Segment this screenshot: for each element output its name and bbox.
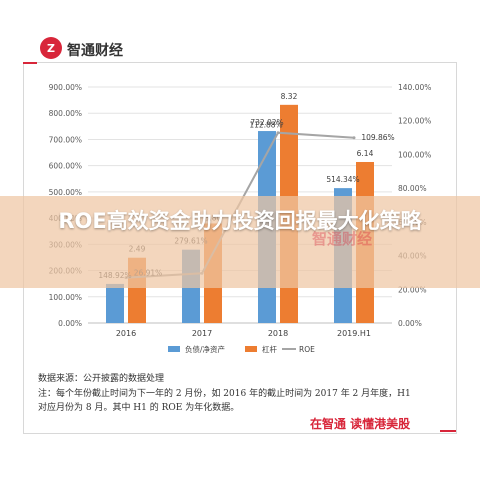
title-banner [0,196,480,288]
y-tick-label: 900.00% [49,83,82,92]
bar-debt-ratio [106,283,124,323]
y-tick-label: 100.00% [49,293,82,302]
card-corner-accent [440,430,456,432]
y2-tick-label: 80.00% [398,184,427,193]
card-corner-accent [23,62,37,64]
data-label: 732.02% [250,118,283,127]
x-tick-label: 2018 [268,329,288,338]
y-tick-label: 800.00% [49,109,82,118]
roe-point [276,131,280,135]
data-label: 514.34% [326,175,359,184]
y-tick-label: 500.00% [49,188,82,197]
data-label: 109.86% [361,133,394,142]
legend-label: 负债/净资产 [185,344,225,354]
y2-tick-label: 140.00% [398,83,431,92]
watermark: 智通财经 [312,230,373,248]
banner-title: ROE高效资金助力投资回报最大化策略 [58,209,422,233]
y-tick-label: 700.00% [49,135,82,144]
y2-tick-label: 20.00% [398,285,427,294]
legend-swatch [245,346,257,352]
legend-label: 杠杆 [262,344,277,354]
note-line-2: 对应月份为 8 月。其中 H1 的 ROE 为年化数据。 [38,403,240,413]
data-source-caption: 数据来源：公开披露的数据处理 [38,374,165,384]
brand-logo-icon: Z [40,37,62,59]
y2-tick-label: 0.00% [398,319,422,328]
y-tick-label: 600.00% [49,162,82,171]
brand-name: 智通财经 [67,43,123,59]
data-label: 112.88% [249,121,282,130]
roe-point [352,136,356,140]
data-label: 6.14 [357,149,374,158]
footer-slogan: 在智通 读懂港美股 [310,417,411,431]
y2-tick-label: 100.00% [398,150,431,159]
x-tick-label: 2017 [192,329,212,338]
y2-tick-label: 120.00% [398,117,431,126]
x-tick-label: 2019.H1 [337,329,371,338]
y-tick-label: 0.00% [58,319,82,328]
legend-swatch [168,346,180,352]
x-tick-label: 2016 [116,329,136,338]
legend-label: ROE [299,345,315,354]
data-label: 8.32 [281,92,298,101]
note-line-1: 注：每个年份截止时间为下一年的 2 月份，如 2016 年的截止时间为 2017… [38,389,411,399]
